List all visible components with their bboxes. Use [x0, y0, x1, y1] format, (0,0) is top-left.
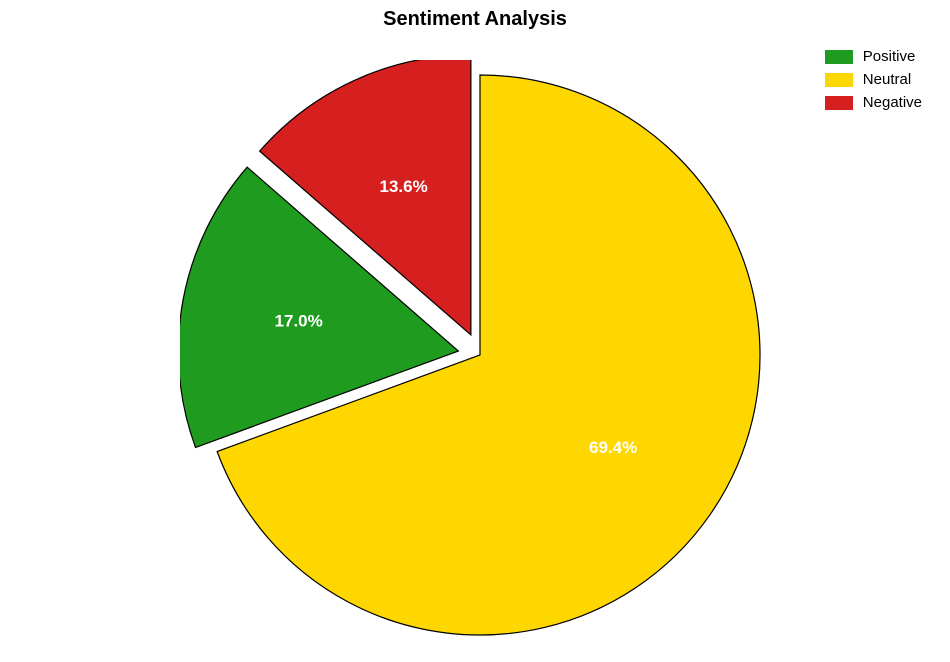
legend-item-negative: Negative [825, 94, 922, 111]
slice-label-neutral: 69.4% [589, 438, 637, 457]
legend-swatch [825, 96, 853, 110]
legend-label: Negative [863, 94, 922, 111]
slice-label-negative: 13.6% [379, 177, 427, 196]
legend-label: Neutral [863, 71, 911, 88]
slice-label-positive: 17.0% [275, 312, 323, 331]
legend: Positive Neutral Negative [825, 48, 922, 117]
sentiment-pie-chart: Sentiment Analysis 69.4% 17.0% 13.6% Posit… [0, 0, 950, 662]
pie-svg: 69.4% 17.0% 13.6% [180, 60, 780, 660]
chart-title: Sentiment Analysis [0, 8, 950, 31]
legend-swatch [825, 73, 853, 87]
legend-swatch [825, 50, 853, 64]
legend-item-neutral: Neutral [825, 71, 922, 88]
legend-item-positive: Positive [825, 48, 922, 65]
legend-label: Positive [863, 48, 916, 65]
